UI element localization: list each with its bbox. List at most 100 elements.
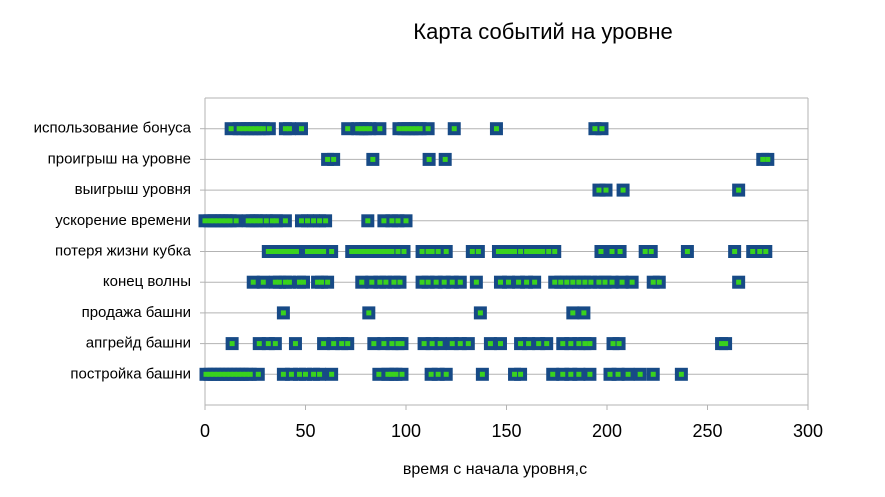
marker-dot	[532, 279, 538, 285]
marker-dot	[603, 187, 609, 193]
marker-dot	[282, 218, 288, 224]
marker-dot	[389, 371, 395, 377]
marker-dot	[528, 249, 534, 254]
marker-dot	[321, 341, 327, 347]
marker-dot	[339, 341, 345, 347]
y-tick-label: использование бонуса	[34, 120, 192, 137]
y-tick-label: конец волны	[103, 273, 191, 290]
marker-dot	[319, 279, 325, 285]
marker-dot	[765, 156, 771, 162]
marker-dot	[321, 249, 327, 254]
marker-dot	[465, 341, 471, 347]
marker-dot	[256, 126, 262, 132]
marker-dot	[369, 249, 375, 254]
y-tick-label: постройка башни	[70, 365, 191, 382]
marker-dot	[349, 249, 355, 254]
marker-dot	[331, 341, 337, 347]
marker-dot	[552, 279, 558, 285]
marker-dot	[373, 249, 379, 254]
marker-dot	[285, 249, 291, 254]
marker-dot	[252, 126, 258, 132]
marker-dot	[656, 279, 662, 285]
marker-dot	[512, 249, 518, 254]
marker-dot	[550, 371, 556, 377]
marker-dot	[381, 218, 387, 224]
marker-dot	[359, 126, 365, 132]
marker-dot	[763, 249, 769, 254]
marker-dot	[239, 371, 245, 377]
marker-dot	[286, 126, 292, 132]
marker-dot	[353, 249, 359, 254]
marker-dot	[607, 371, 613, 377]
marker-dot	[425, 279, 431, 285]
marker-dot	[311, 371, 317, 377]
marker-dot	[750, 249, 756, 254]
marker-dot	[518, 249, 524, 254]
marker-dot	[260, 126, 266, 132]
marker-dot	[409, 126, 415, 132]
marker-dot	[202, 218, 208, 224]
marker-dot	[219, 218, 225, 224]
marker-dot	[255, 371, 261, 377]
marker-dot	[355, 126, 361, 132]
marker-dot	[532, 249, 538, 254]
marker-dot	[385, 249, 391, 254]
marker-dot	[289, 249, 295, 254]
marker-dot	[421, 341, 427, 347]
marker-dot	[419, 249, 425, 254]
marker-dot	[506, 279, 512, 285]
marker-dot	[211, 218, 217, 224]
marker-dot	[286, 279, 292, 285]
marker-dot	[405, 126, 411, 132]
marker-dot	[227, 218, 233, 224]
marker-dot	[443, 249, 449, 254]
marker-dot	[433, 279, 439, 285]
marker-dot	[325, 156, 331, 162]
marker-dot	[449, 279, 455, 285]
marker-dot	[357, 249, 363, 254]
marker-dot	[253, 218, 259, 224]
marker-dot	[599, 126, 605, 132]
marker-dot	[629, 279, 635, 285]
marker-dot	[417, 126, 423, 132]
marker-dot	[516, 279, 522, 285]
y-tick-label: апгрейд башни	[86, 335, 191, 352]
marker-dot	[588, 279, 594, 285]
chart-title: Карта событий на уровне	[413, 19, 672, 44]
marker-dot	[244, 126, 250, 132]
marker-dot	[381, 341, 387, 347]
marker-dot	[508, 249, 514, 254]
marker-dot	[497, 341, 503, 347]
marker-dot	[499, 249, 505, 254]
y-tick-label: ускорение времени	[55, 212, 191, 229]
marker-dot	[329, 371, 335, 377]
x-tick-label: 50	[295, 421, 315, 441]
marker-dot	[477, 310, 483, 316]
marker-dot	[615, 371, 621, 377]
marker-dot	[596, 187, 602, 193]
x-tick-label: 200	[592, 421, 622, 441]
marker-dot	[361, 249, 367, 254]
marker-dot	[203, 371, 209, 377]
marker-dot	[610, 341, 616, 347]
marker-dot	[377, 126, 383, 132]
marker-dot	[616, 341, 622, 347]
marker-dot	[367, 126, 373, 132]
marker-dot	[723, 341, 729, 347]
marker-dot	[211, 371, 217, 377]
marker-dot	[526, 341, 532, 347]
marker-dot	[736, 187, 742, 193]
marker-dot	[381, 249, 387, 254]
marker-dot	[425, 126, 431, 132]
marker-dot	[419, 279, 425, 285]
marker-dot	[280, 310, 286, 316]
marker-dot	[265, 341, 271, 347]
marker-dot	[313, 249, 319, 254]
marker-dot	[298, 126, 304, 132]
marker-dot	[487, 341, 493, 347]
marker-dot	[397, 279, 403, 285]
marker-dot	[235, 371, 241, 377]
marker-dot	[300, 279, 306, 285]
marker-dot	[249, 218, 255, 224]
marker-dot	[229, 341, 235, 347]
